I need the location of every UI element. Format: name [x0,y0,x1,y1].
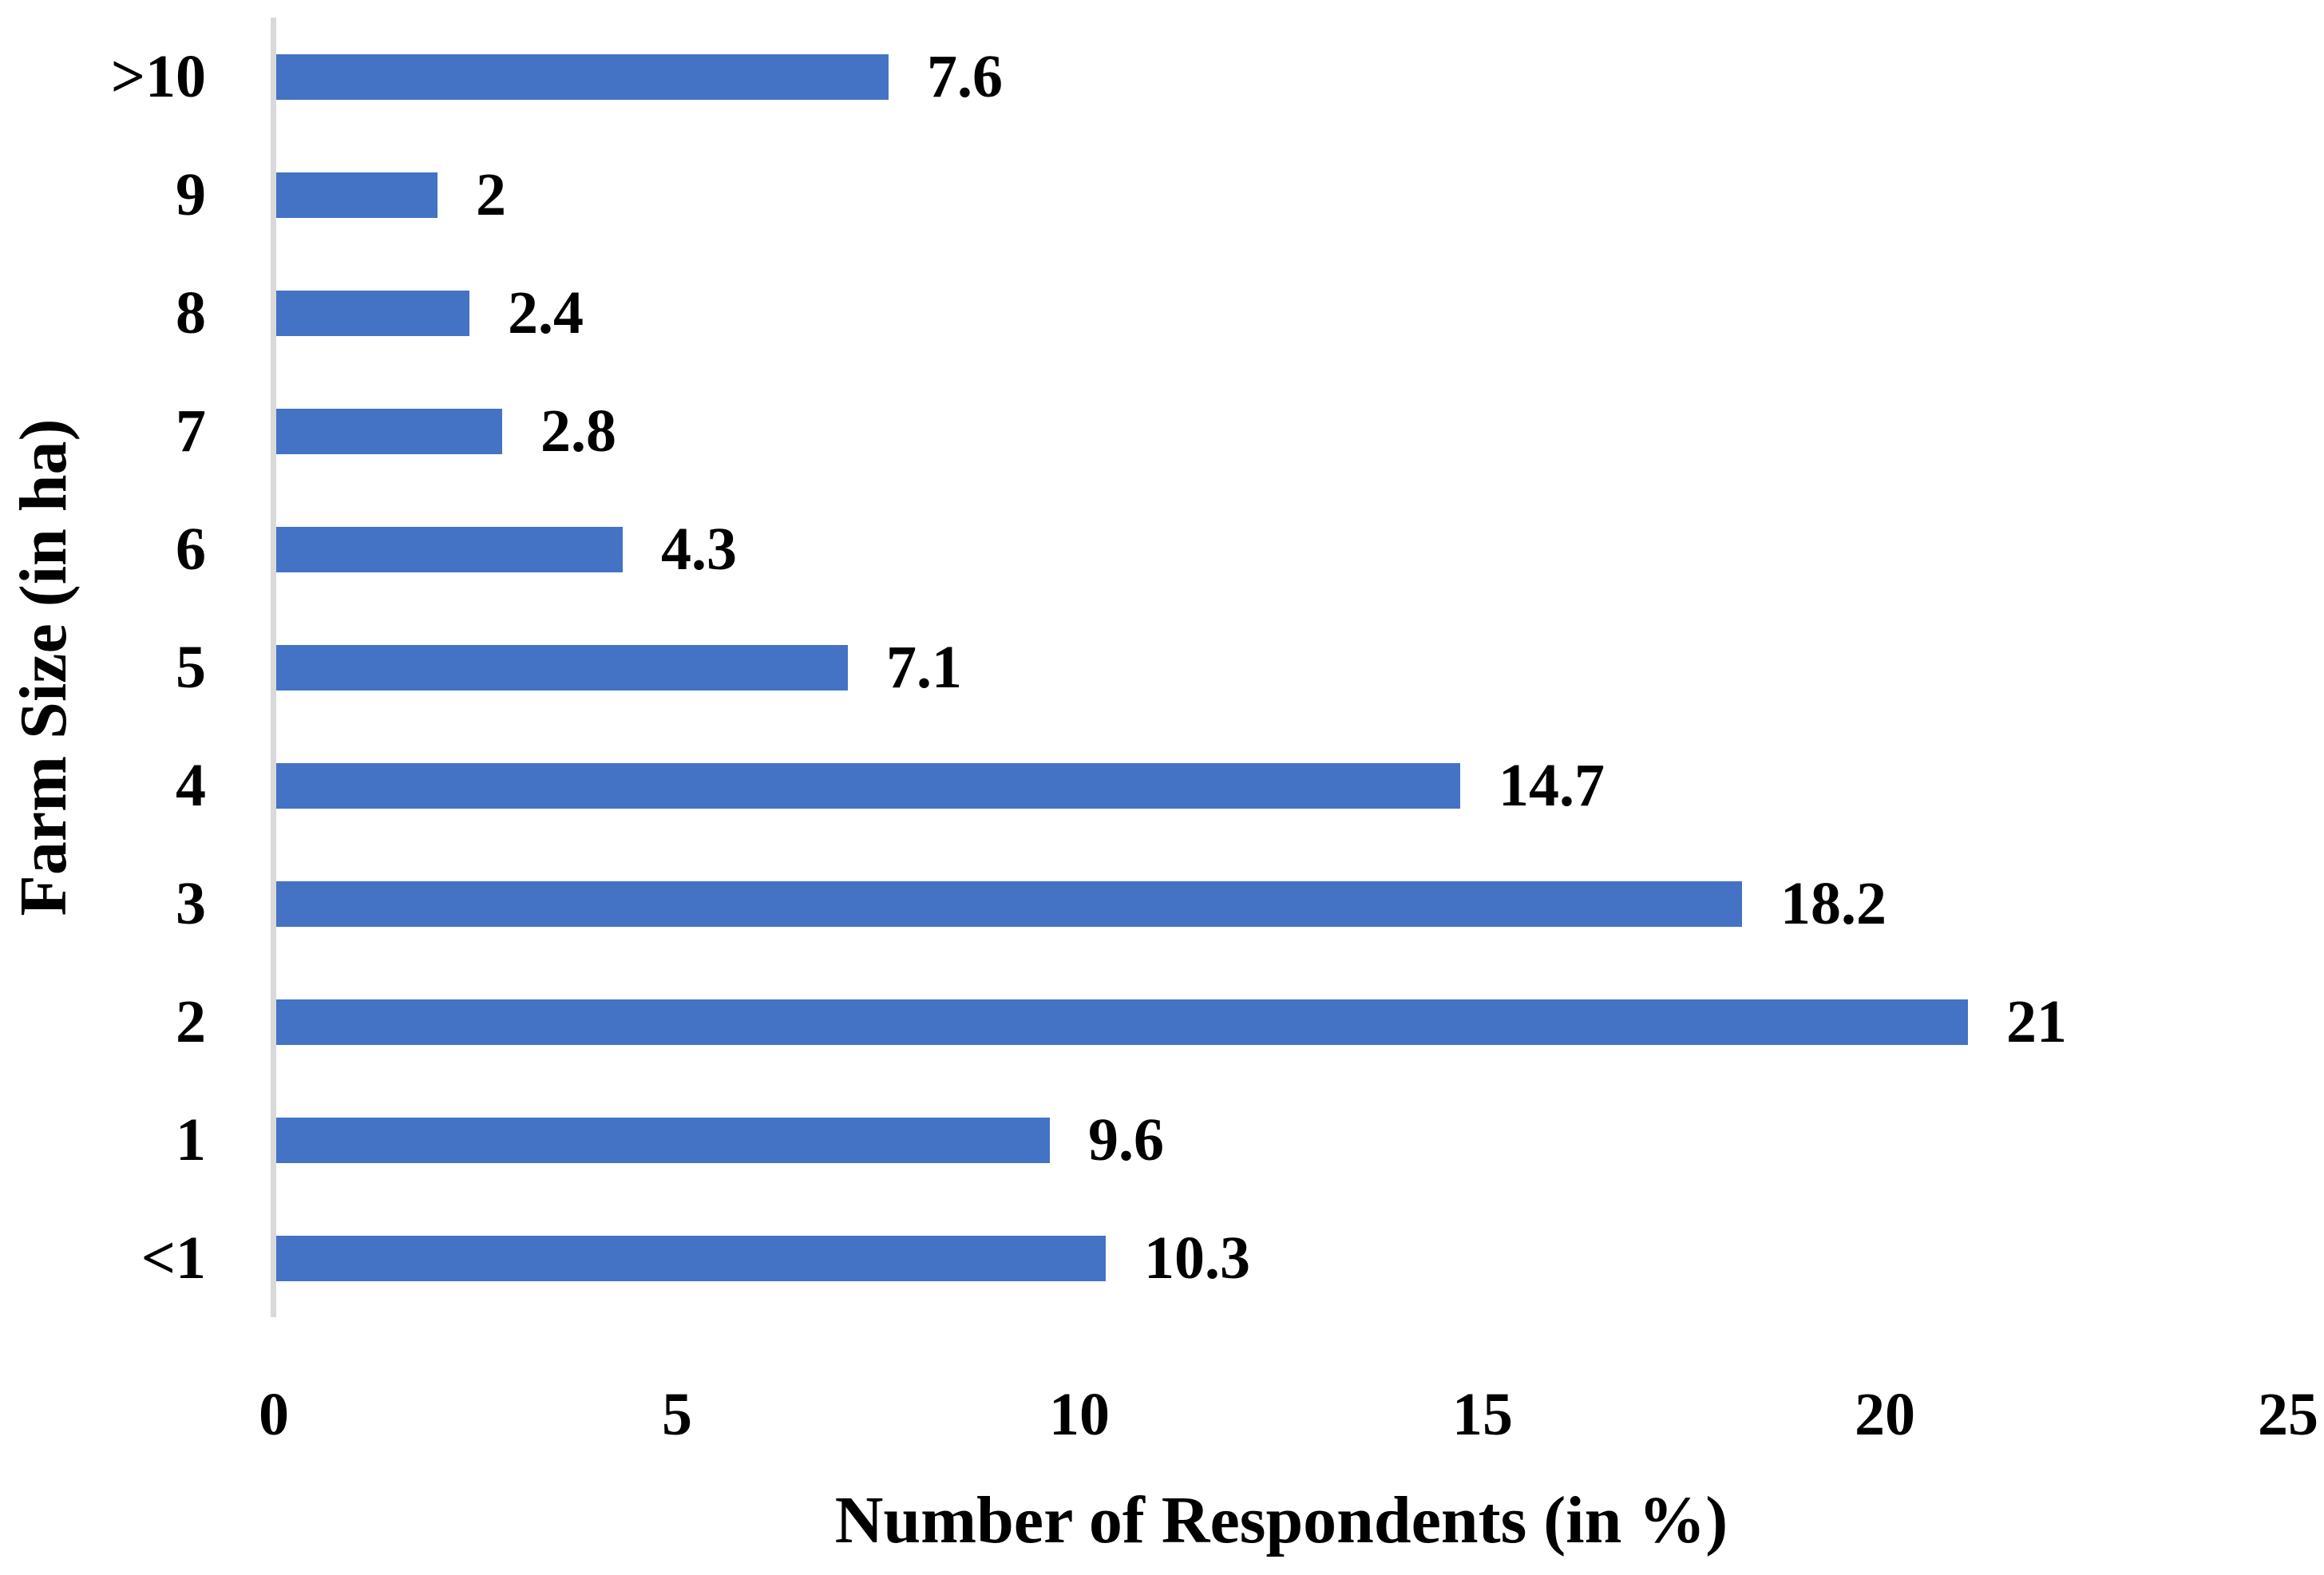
category-label: 8 [176,279,206,346]
bar [276,999,1968,1045]
x-tick-label: 25 [2258,1381,2318,1448]
category-label: 4 [176,752,206,819]
category-label: 7 [176,398,206,465]
category-label: 6 [176,516,206,583]
bar [276,172,437,218]
category-label: 1 [176,1106,206,1173]
x-axis-title: Number of Respondents (in %) [834,1483,1728,1557]
value-label: 14.7 [1499,752,1605,819]
bar [276,1235,1106,1281]
bar [276,644,848,691]
category-label: <1 [141,1225,206,1292]
value-label: 10.3 [1144,1225,1250,1292]
category-label: 3 [176,870,206,937]
value-label: 7.6 [927,43,1003,110]
value-label: 9.6 [1088,1106,1164,1173]
bar [276,526,623,572]
value-label: 21 [2006,988,2067,1055]
x-tick-label: 15 [1452,1381,1513,1448]
value-label: 4.3 [661,516,737,583]
x-tick-label: 5 [662,1381,692,1448]
value-label: 18.2 [1780,870,1887,937]
bar [276,408,502,454]
category-label: 2 [176,988,206,1055]
value-label: 2.4 [508,279,584,346]
bar [276,880,1742,927]
value-label: 2.8 [540,398,616,465]
value-label: 7.1 [886,634,962,701]
y-axis-line [271,18,276,1317]
bar [276,290,469,336]
x-tick-label: 0 [259,1381,289,1448]
value-label: 2 [476,161,506,228]
bar [276,762,1460,809]
category-label: >10 [110,43,206,110]
x-tick-label: 10 [1049,1381,1110,1448]
bar [276,53,889,100]
x-tick-label: 20 [1855,1381,1915,1448]
category-label: 9 [176,161,206,228]
category-label: 5 [176,634,206,701]
bar [276,1117,1050,1163]
